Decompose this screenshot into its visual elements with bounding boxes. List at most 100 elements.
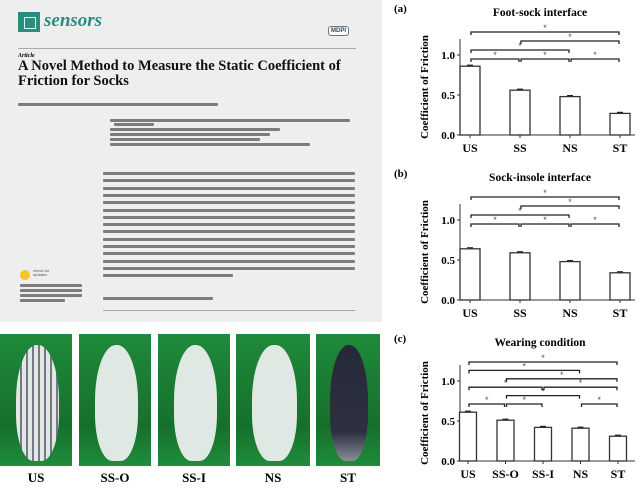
sock-photo-ns	[236, 334, 310, 466]
significance-star: *	[541, 353, 545, 363]
y-axis-label: Coefficient of Friction	[419, 200, 431, 304]
x-tick-label: SS-I	[532, 467, 554, 481]
check-updates-icon[interactable]	[20, 270, 30, 280]
x-tick-label: NS	[573, 467, 589, 481]
text-line	[103, 223, 355, 227]
x-tick-label: ST	[611, 467, 626, 481]
x-tick-label: NS	[562, 141, 578, 155]
significance-bracket	[470, 214, 570, 218]
text-line	[20, 284, 82, 287]
significance-star: *	[543, 215, 547, 225]
significance-bracket	[580, 403, 618, 407]
panel-label: (c)	[394, 333, 407, 345]
bar-us	[458, 411, 478, 462]
panel-label: (a)	[394, 3, 407, 15]
significance-bracket	[543, 386, 618, 391]
text-line	[103, 208, 355, 212]
significance-star: *	[593, 215, 597, 225]
significance-star: *	[568, 197, 572, 207]
sock-photo-label: ST	[340, 470, 356, 485]
bar-ns	[559, 95, 581, 136]
paper-first-page: sensors MDPI Article A Novel Method to M…	[0, 0, 382, 322]
y-axis-label: Coefficient of Friction	[419, 361, 431, 465]
y-tick-label: 0.5	[441, 416, 455, 428]
x-tick-label: SS	[513, 141, 527, 155]
text-line	[103, 266, 355, 270]
significance-bracket	[470, 58, 520, 62]
sock-photo-label: SS-O	[100, 470, 130, 485]
sock-image	[173, 344, 218, 461]
x-tick-label: NS	[562, 306, 578, 320]
significance-star: *	[560, 370, 564, 380]
journal-name: sensors	[44, 10, 103, 31]
text-line	[103, 172, 355, 175]
article-type: Article	[18, 53, 35, 59]
significance-star: *	[543, 188, 547, 198]
bar-ss	[509, 89, 531, 136]
x-tick-label: US	[462, 141, 478, 155]
significance-star: *	[493, 50, 497, 60]
text-line	[20, 294, 82, 297]
y-tick-label: 0.5	[441, 255, 455, 267]
significance-bracket	[468, 361, 618, 365]
bar-ss-i	[533, 426, 553, 462]
text-line	[20, 299, 65, 302]
panel-label: (b)	[394, 168, 408, 180]
significance-star: *	[543, 23, 547, 33]
text-line	[18, 103, 218, 106]
text-line	[110, 133, 270, 136]
x-tick-label: SS-O	[492, 467, 519, 481]
significance-bracket	[470, 223, 520, 227]
y-tick-label: 0.0	[441, 295, 455, 307]
sock-photo-label: US	[27, 470, 45, 485]
paper-title: A Novel Method to Measure the Static Coe…	[18, 58, 341, 89]
significance-bracket	[470, 49, 570, 53]
text-line	[103, 186, 355, 190]
text-line	[103, 259, 355, 263]
text-line	[114, 123, 154, 126]
chart-title: Foot-sock interface	[492, 7, 588, 19]
sock-photo-ss-o	[79, 334, 151, 466]
significance-bracket	[520, 58, 570, 62]
y-tick-label: 1.0	[441, 215, 455, 227]
significance-bracket	[520, 205, 620, 209]
text-line	[110, 128, 280, 131]
text-line	[103, 274, 233, 278]
y-tick-label: 1.0	[441, 50, 455, 62]
significance-star: *	[485, 395, 489, 405]
text-line	[103, 245, 355, 248]
significance-bracket	[470, 196, 620, 200]
bar-st	[609, 112, 631, 136]
x-tick-label: US	[462, 306, 478, 320]
significance-star: *	[493, 215, 497, 225]
significance-star: *	[543, 50, 547, 60]
header-divider	[18, 48, 356, 49]
sock-image	[330, 344, 369, 461]
significance-bracket	[470, 31, 620, 35]
sock-image	[252, 344, 297, 461]
significance-bracket	[570, 223, 620, 227]
bar-ss-o	[496, 419, 515, 462]
sock-photo-label: NS	[264, 470, 282, 485]
text-line	[103, 193, 355, 197]
sock-photo-ss-i	[158, 334, 230, 466]
text-line	[103, 215, 355, 219]
x-tick-label: ST	[613, 141, 628, 155]
chart-title: Sock-insole interface	[489, 172, 591, 184]
significance-bracket	[468, 403, 506, 407]
significance-star: *	[579, 378, 583, 388]
chart-title: Wearing condition	[494, 337, 586, 349]
sock-image	[94, 344, 139, 461]
check-updates-label[interactable]: check for updates	[33, 268, 50, 277]
significance-bracket	[468, 369, 581, 374]
significance-star: *	[518, 41, 522, 51]
publisher-logo: MDPI	[328, 26, 349, 36]
y-tick-label: 0.0	[441, 130, 455, 142]
significance-star: *	[504, 378, 508, 388]
chart-1: (b) Sock-insole interface 0.0 0.5 1.0 Coeffic…	[390, 165, 640, 330]
significance-bracket	[468, 386, 543, 391]
significance-star: *	[518, 206, 522, 216]
x-tick-label: US	[460, 467, 476, 481]
significance-bracket	[570, 58, 620, 62]
significance-star: *	[597, 395, 601, 405]
